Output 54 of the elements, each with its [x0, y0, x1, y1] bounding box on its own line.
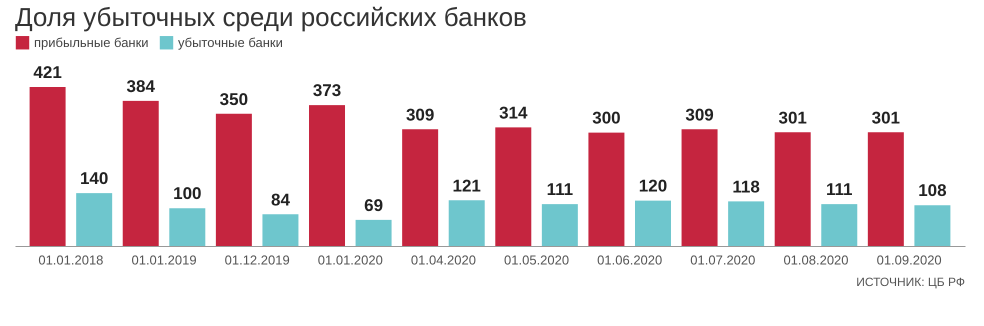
data-label: 301 [778, 108, 807, 128]
bar [542, 204, 578, 246]
bar [262, 214, 298, 246]
data-label: 301 [872, 108, 900, 128]
bar [309, 105, 346, 246]
x-tick-label: 01.01.2018 [38, 252, 104, 268]
data-label: 309 [406, 105, 434, 124]
x-tick-label: 01.04.2020 [410, 252, 476, 268]
bar [76, 193, 112, 246]
bar [30, 86, 66, 246]
legend-label: прибыльные банки [34, 34, 149, 50]
data-label: 111 [546, 180, 574, 200]
bar [821, 204, 858, 246]
data-label: 69 [364, 196, 384, 215]
bar [402, 129, 438, 246]
x-tick-label: 01.08.2020 [783, 252, 849, 268]
x-tick-label: 01.09.2020 [876, 252, 942, 268]
bar [122, 100, 159, 246]
data-label: 384 [126, 76, 156, 96]
data-label: 108 [918, 181, 947, 200]
x-tick-label: 01.01.2020 [318, 252, 383, 268]
legend-label: убыточные банки [178, 34, 283, 50]
data-label: 314 [499, 103, 528, 122]
x-tick-label: 01.01.2019 [131, 252, 197, 268]
bar [588, 132, 624, 246]
x-tick-label: 01.05.2020 [504, 252, 570, 268]
data-label: 373 [312, 81, 342, 100]
bar [868, 132, 904, 246]
x-tick-label: 01.12.2019 [224, 252, 290, 268]
bar [914, 205, 950, 246]
text: ИСТОЧНИК: ЦБ РФ [856, 275, 965, 289]
bar [216, 114, 252, 246]
bar [728, 201, 764, 246]
bar [682, 129, 718, 246]
data-label: 118 [732, 177, 760, 196]
data-label: 121 [452, 176, 481, 196]
bar [634, 200, 671, 246]
x-tick-label: 01.06.2020 [597, 252, 662, 268]
bar [495, 127, 532, 246]
x-tick-label: 01.07.2020 [690, 252, 756, 268]
data-label: 120 [638, 176, 668, 196]
bar [169, 208, 206, 246]
data-label: 421 [33, 62, 62, 82]
data-label: 140 [80, 169, 108, 188]
data-label: 309 [685, 105, 714, 124]
chart-title: Доля убыточных среди российских банков [15, 2, 527, 32]
bar [774, 132, 811, 246]
data-label: 100 [173, 184, 202, 204]
data-label: 84 [270, 190, 290, 210]
data-label: 300 [592, 108, 621, 128]
data-label: 350 [220, 90, 248, 109]
data-label: 111 [826, 180, 853, 200]
bar [356, 220, 392, 246]
bar [448, 200, 485, 246]
